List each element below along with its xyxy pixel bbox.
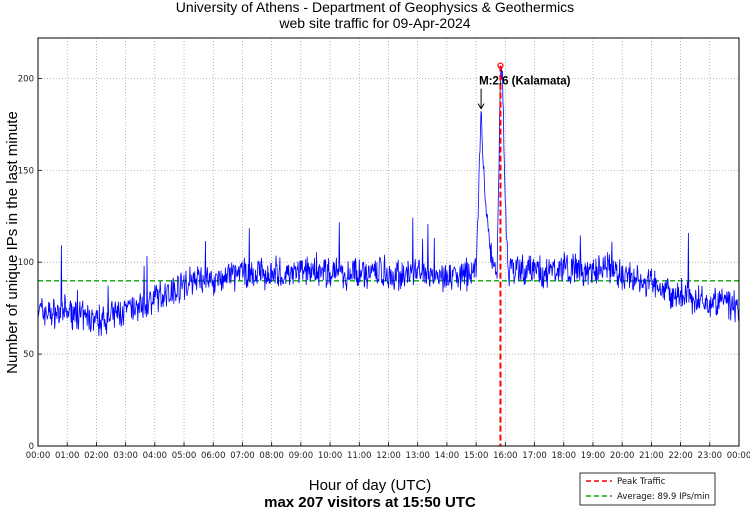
x-tick-label: 05:00 <box>172 451 197 461</box>
x-tick-label: 23:00 <box>698 451 723 461</box>
x-tick-label: 07:00 <box>230 451 255 461</box>
annotation-arrow-head <box>477 103 485 110</box>
x-tick-label: 03:00 <box>113 451 138 461</box>
x-tick-label: 14:00 <box>435 451 460 461</box>
x-tick-label: 13:00 <box>405 451 430 461</box>
traffic-series-line <box>37 66 740 337</box>
x-tick-label: 00:00 <box>727 451 750 461</box>
x-tick-label: 09:00 <box>289 451 314 461</box>
x-tick-label: 21:00 <box>639 451 664 461</box>
x-tick-label: 08:00 <box>259 451 284 461</box>
grid <box>38 38 739 446</box>
x-tick-label: 22:00 <box>668 451 693 461</box>
chart-title: University of Athens - Department of Geo… <box>175 0 575 15</box>
x-tick-label: 19:00 <box>581 451 606 461</box>
x-tick-label: 18:00 <box>552 451 577 461</box>
y-tick-label: 50 <box>23 350 34 360</box>
peak-layer <box>497 62 504 446</box>
annotation-layer: M:2.6 (Kalamata) <box>477 76 571 110</box>
chart-subtitle: web site traffic for 09-Apr-2024 <box>279 15 471 31</box>
x-tick-label: 12:00 <box>376 451 401 461</box>
x-tick-label: 04:00 <box>143 451 168 461</box>
x-tick-label: 20:00 <box>610 451 635 461</box>
x-tick-label: 02:00 <box>84 451 109 461</box>
x-tick-label: 00:00 <box>26 451 51 461</box>
y-tick-label: 0 <box>29 442 34 452</box>
y-axis-label: Number of unique IPs in the last minute <box>3 110 21 374</box>
annotation-label: M:2.6 (Kalamata) <box>479 76 571 88</box>
y-tick-label: 100 <box>18 258 34 268</box>
x-tick-label: 15:00 <box>464 451 489 461</box>
legend: Peak Traffic Average: 89.9 IPs/min <box>579 472 716 506</box>
legend-peak-label: Peak Traffic <box>617 477 666 487</box>
x-tick-label: 16:00 <box>493 451 518 461</box>
y-tick-label: 150 <box>18 166 34 176</box>
series-layer <box>37 66 740 337</box>
x-tick-label: 17:00 <box>522 451 547 461</box>
y-tick-label: 200 <box>18 74 34 84</box>
x-axis-label: Hour of day (UTC) <box>308 477 432 494</box>
legend-average-label: Average: 89.9 IPs/min <box>617 492 710 502</box>
x-tick-label: 10:00 <box>318 451 343 461</box>
legend-box <box>579 472 716 506</box>
x-tick-label: 11:00 <box>347 451 372 461</box>
peak-marker <box>497 62 504 69</box>
x-tick-label: 01:00 <box>55 451 80 461</box>
max-visitors-footer: max 207 visitors at 15:50 UTC <box>264 494 476 511</box>
x-tick-label: 06:00 <box>201 451 226 461</box>
ticks: 00:00 01:00 02:00 03:00 04:00 05:00 06:00 07:00… <box>18 74 750 461</box>
